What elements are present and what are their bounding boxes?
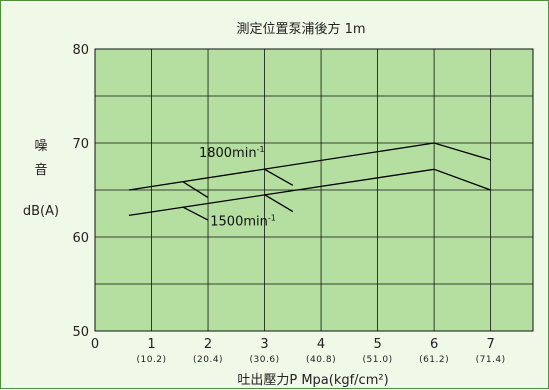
x-tick-label: 5	[373, 337, 381, 352]
x-tick-label: 2	[204, 337, 212, 352]
x-tick-sublabel: (20.4)	[193, 355, 223, 365]
x-tick-label: 0	[91, 337, 99, 352]
x-tick-label: 1	[147, 337, 155, 352]
y-tick-label: 50	[72, 325, 89, 340]
x-tick-sublabel: (40.8)	[306, 355, 336, 365]
y-tick-labels: 50 60 70 80	[72, 43, 89, 340]
series-tick-mark	[182, 180, 209, 199]
x-tick-labels: 0 1 2 3 4 5 6 7 (10.2) (20.4) (30.6) (40.8) (51.0) (6…	[91, 337, 506, 365]
x-tick-label: 7	[486, 337, 494, 352]
y-tick-label: 60	[72, 231, 89, 246]
series-layer: 1800min-1 1500min-1	[128, 142, 491, 230]
x-axis-title: 吐出壓力P Mpa(kgf/cm²)	[237, 373, 388, 388]
series-line	[128, 168, 491, 217]
chart-title: 測定位置泵浦後方 1m	[236, 21, 365, 37]
x-tick-label: 6	[430, 337, 438, 352]
series-tick-mark	[182, 206, 209, 221]
x-tick-label: 3	[260, 337, 268, 352]
series-label: 1500min-1	[210, 214, 276, 230]
y-axis-title-char-1: 噪	[34, 139, 47, 154]
y-tick-label: 70	[72, 137, 89, 152]
series-line	[128, 142, 491, 191]
series-tick-mark	[264, 194, 294, 213]
x-tick-sublabel: (30.6)	[250, 355, 280, 365]
x-tick-sublabel: (10.2)	[136, 355, 166, 365]
y-axis-title-char-2: 音	[34, 162, 47, 178]
series-label: 1800min-1	[199, 145, 265, 161]
x-tick-label: 4	[317, 337, 325, 352]
series-tick-mark	[264, 168, 294, 186]
y-axis-unit: dB(A)	[23, 204, 59, 219]
y-tick-label: 80	[72, 43, 89, 58]
x-tick-sublabel: (51.0)	[363, 355, 393, 365]
x-tick-sublabel: (61.2)	[419, 355, 449, 365]
x-tick-sublabel: (71.4)	[476, 355, 506, 365]
grid-layer	[95, 49, 533, 331]
